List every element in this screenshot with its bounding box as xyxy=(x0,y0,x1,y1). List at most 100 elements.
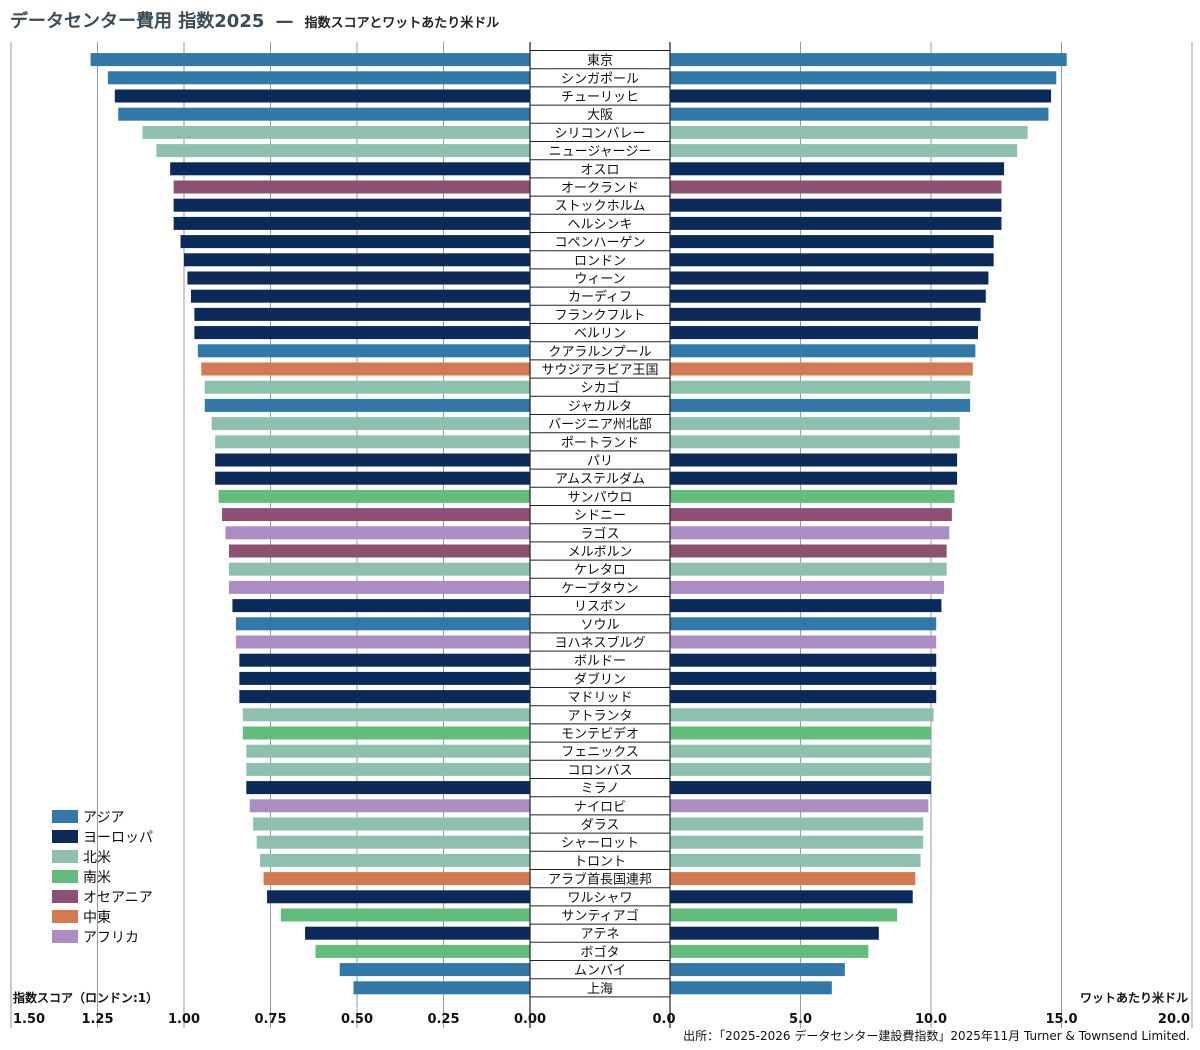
city-label: オークランド xyxy=(561,181,639,196)
index-bar xyxy=(305,926,530,940)
usd-per-watt-bar xyxy=(670,599,942,613)
usd-per-watt-bar xyxy=(670,89,1052,103)
city-label: 大阪 xyxy=(587,108,613,123)
legend-label: ヨーロッパ xyxy=(83,830,153,846)
city-label: ストックホルム xyxy=(555,199,646,214)
usd-per-watt-bar xyxy=(670,690,937,704)
usd-per-watt-bar xyxy=(670,744,931,758)
city-label: シカゴ xyxy=(580,380,619,396)
usd-per-watt-bar xyxy=(670,489,955,503)
city-label: ダラス xyxy=(581,818,620,833)
index-bar xyxy=(204,398,530,412)
city-label: サンティアゴ xyxy=(561,908,638,924)
city-label: ポートランド xyxy=(561,436,639,451)
index-bar xyxy=(194,307,530,321)
index-bar xyxy=(246,762,530,776)
legend-swatch xyxy=(52,910,78,923)
usd-per-watt-bar xyxy=(670,544,947,558)
index-bar xyxy=(267,890,530,904)
city-label: カーディフ xyxy=(568,289,632,305)
city-label: マドリッド xyxy=(567,691,632,706)
index-bar xyxy=(156,144,530,158)
index-bar xyxy=(211,417,530,431)
usd-per-watt-bar xyxy=(670,380,971,394)
usd-per-watt-bar xyxy=(670,671,937,685)
usd-per-watt-bar xyxy=(670,307,981,321)
index-bar xyxy=(239,671,531,685)
usd-per-watt-bar xyxy=(670,53,1067,67)
usd-per-watt-bar xyxy=(670,817,924,831)
index-bar xyxy=(118,107,530,121)
right-axis-title: ワットあたり米ドル xyxy=(1080,990,1188,1005)
right-tick-label: 20.0 xyxy=(1158,1012,1190,1027)
legend-swatch xyxy=(52,890,78,903)
right-tick-label: 15.0 xyxy=(1045,1012,1077,1027)
city-label: パリ xyxy=(587,454,613,469)
city-label: ラゴス xyxy=(580,526,619,542)
usd-per-watt-bar xyxy=(670,235,994,249)
usd-per-watt-bar xyxy=(670,726,931,740)
index-bar xyxy=(315,944,530,958)
city-label: シリコンバレー xyxy=(554,126,645,141)
usd-per-watt-bar xyxy=(670,799,929,813)
index-bar xyxy=(232,599,530,613)
city-label: ソウル xyxy=(580,618,619,633)
legend-swatch xyxy=(52,930,78,943)
index-bar xyxy=(228,544,531,558)
left-tick-label: 1.50 xyxy=(13,1012,45,1027)
index-bars xyxy=(90,53,531,995)
index-bar xyxy=(204,380,530,394)
city-label: ケレタロ xyxy=(574,563,626,578)
index-bar xyxy=(90,53,530,67)
city-label: 上海 xyxy=(587,982,613,997)
city-label: ムンバイ xyxy=(574,964,626,979)
usd-per-watt-bar xyxy=(670,162,1005,176)
index-bar xyxy=(239,690,531,704)
usd-per-watt-bar xyxy=(670,326,978,340)
legend-label: アフリカ xyxy=(83,930,139,946)
legend-label: アジア xyxy=(83,810,124,826)
city-label: シンガポール xyxy=(561,72,639,87)
index-bar xyxy=(246,744,530,758)
city-label: アラブ首長国連邦 xyxy=(548,872,652,888)
usd-per-watt-bar xyxy=(670,362,973,376)
usd-per-watt-bar xyxy=(670,271,989,285)
right-tick-label: 10.0 xyxy=(915,1012,947,1027)
index-bar xyxy=(263,872,530,886)
city-label: ヘルシンキ xyxy=(567,217,632,232)
index-bar xyxy=(215,453,530,467)
usd-per-watt-bar xyxy=(670,180,1002,194)
city-label-column: 東京シンガポールチューリッヒ大阪シリコンバレーニュージャージーオスロオークランド… xyxy=(529,42,671,1028)
usd-per-watt-bar xyxy=(670,198,1002,212)
usd-per-watt-bar xyxy=(670,890,913,904)
city-label: フェニックス xyxy=(561,745,639,760)
city-label: メルボルン xyxy=(568,545,633,560)
usd-per-watt-bar xyxy=(670,453,958,467)
usd-per-watt-bar xyxy=(670,781,931,795)
usd-per-watt-bar xyxy=(670,144,1018,158)
city-label: シャーロット xyxy=(561,836,639,851)
city-label: ロンドン xyxy=(574,254,626,269)
index-bar xyxy=(249,799,531,813)
usd-per-watt-bar xyxy=(670,417,960,431)
city-label: リスボン xyxy=(574,600,626,615)
usd-per-watt-bar xyxy=(670,963,845,977)
index-bar xyxy=(353,981,530,995)
usd-per-watt-bar xyxy=(670,216,1002,230)
city-label: クアラルンプール xyxy=(548,345,651,360)
index-bar xyxy=(253,817,530,831)
index-bar xyxy=(190,289,531,303)
index-bar xyxy=(222,508,530,522)
index-bar xyxy=(228,562,531,576)
city-label: コロンバス xyxy=(567,763,632,778)
city-label: シドニー xyxy=(574,509,626,524)
usd-per-watt-bar xyxy=(670,580,945,594)
index-bar xyxy=(114,89,531,103)
index-bar xyxy=(235,617,530,631)
index-bar xyxy=(215,435,530,449)
index-bar xyxy=(142,125,531,139)
left-tick-label: 1.25 xyxy=(81,1012,113,1027)
city-label: サウジアラビア王国 xyxy=(541,363,658,378)
usd-per-watt-bar xyxy=(670,653,937,667)
